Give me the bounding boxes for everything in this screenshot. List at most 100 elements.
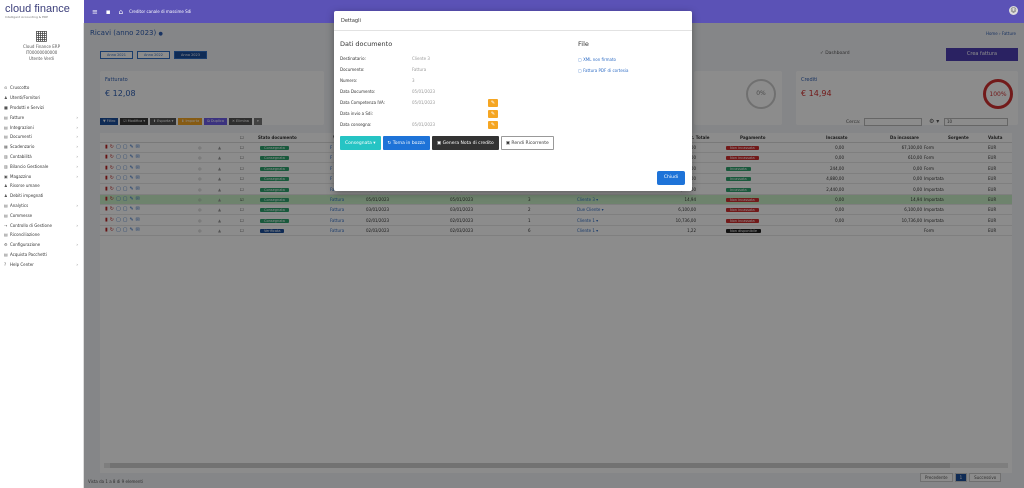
file-link-0[interactable]: ▢ XML non firmato (578, 57, 616, 62)
dialog-action-button-2[interactable]: ▣ Genera Nota di credito (431, 136, 499, 150)
header-checkbox[interactable]: ☐ (240, 135, 244, 140)
sidebar-item-18[interactable]: ? Help Center › (0, 259, 83, 269)
upload-icon[interactable]: ▲ (218, 176, 222, 182)
mail-icon[interactable]: ✉ (135, 206, 140, 213)
horizontal-scrollbar[interactable] (104, 463, 1008, 468)
chiudi-button[interactable]: Chiudi (657, 171, 685, 185)
sidebar-item-9[interactable]: ▣ Magazzino › (0, 171, 83, 181)
upload-icon[interactable]: ▲ (218, 186, 222, 192)
pdf-icon[interactable]: ▮ (105, 185, 108, 192)
refresh-icon[interactable]: ↻ (109, 144, 114, 150)
page-size-select[interactable]: 10 (944, 118, 1008, 126)
year-tab-0[interactable]: Anno 2021 (100, 51, 133, 59)
document-icon[interactable]: ▢ (115, 216, 121, 223)
upload-icon[interactable]: ▲ (218, 207, 222, 213)
client-link[interactable]: Cliente 1 ▾ (577, 228, 599, 234)
mail-icon[interactable]: ✉ (135, 196, 140, 202)
row-checkbox[interactable]: ☐ (240, 186, 244, 192)
breadcrumb-home[interactable]: Home (985, 31, 998, 36)
mail-icon[interactable]: ✉ (135, 164, 140, 171)
copy-icon[interactable]: ▢ (122, 175, 128, 182)
table-row[interactable]: ▮ ↻ ▢ ▢ ✎ ✉ ◎ ▲ ☑ Consegnata Fattura 05/01/2023 05/0… (100, 195, 1012, 205)
toolbar-button-3[interactable]: ⬇ Importa (178, 118, 203, 125)
sidebar-item-13[interactable]: ▤ Commesse (0, 210, 83, 220)
header-incassato[interactable]: Incassato (826, 135, 848, 140)
document-icon[interactable]: ▢ (115, 164, 121, 171)
upload-icon[interactable]: ▲ (218, 165, 222, 171)
toolbar-button-6[interactable]: ▾ (253, 118, 262, 125)
edit-date-button[interactable]: ✎ (488, 110, 498, 118)
pdf-icon[interactable]: ▮ (105, 216, 108, 223)
mail-icon[interactable]: ✉ (135, 216, 140, 223)
page-1-button[interactable]: 1 (954, 473, 968, 482)
view-icon[interactable]: ◎ (198, 165, 202, 171)
view-icon[interactable]: ◎ (198, 155, 202, 161)
view-icon[interactable]: ◎ (198, 186, 202, 192)
refresh-icon[interactable]: ↻ (109, 175, 114, 182)
row-checkbox[interactable]: ☐ (240, 165, 244, 171)
home-icon[interactable]: ⌂ (118, 7, 124, 16)
table-row[interactable]: ▮ ↻ ▢ ▢ ✎ ✉ ◎ ▲ ☐ Consegnata Fattura 03/01/2023 03/0… (100, 205, 1012, 216)
toolbar-button-4[interactable]: ⧉ Duplica (204, 118, 227, 125)
mail-icon[interactable]: ✉ (135, 144, 140, 150)
doc-type[interactable]: F (330, 176, 333, 182)
document-icon[interactable]: ▢ (115, 185, 121, 192)
toolbar-button-1[interactable]: ☑ Modifica ▾ (120, 118, 149, 125)
copy-icon[interactable]: ▢ (122, 144, 128, 150)
dialog-action-button-0[interactable]: Consegnata ▾ (340, 136, 381, 150)
file-link-1[interactable]: ▢ Fattura PDF di cortesia (578, 68, 628, 73)
sidebar-item-16[interactable]: ⚙ Configurazione › (0, 240, 83, 250)
edit-icon[interactable]: ✎ (129, 206, 134, 213)
doc-type[interactable]: Fattura (330, 228, 345, 234)
refresh-icon[interactable]: ↻ (109, 227, 114, 234)
doc-type[interactable]: Fattura (330, 207, 345, 213)
sidebar-item-1[interactable]: ♟ Utenti/Fornitori (0, 93, 83, 103)
edit-icon[interactable]: ✎ (129, 154, 134, 161)
pdf-icon[interactable]: ▮ (105, 227, 108, 234)
year-tab-1[interactable]: Anno 2022 (137, 51, 170, 59)
document-icon[interactable]: ▢ (115, 144, 121, 150)
upload-icon[interactable]: ▲ (218, 145, 222, 150)
pdf-icon[interactable]: ▮ (105, 144, 108, 150)
hamburger-menu-icon[interactable]: ≡ (92, 7, 98, 16)
copy-icon[interactable]: ▢ (122, 164, 128, 171)
refresh-icon[interactable]: ↻ (109, 154, 114, 161)
toolbar-button-2[interactable]: ⬆ Esporta ▾ (150, 118, 177, 125)
crea-fattura-button[interactable]: Crea fattura (946, 48, 1018, 61)
client-link[interactable]: Due Cliente ▾ (577, 207, 604, 213)
edit-date-button[interactable]: ✎ (488, 121, 498, 129)
scrollbar-thumb[interactable] (110, 463, 950, 468)
sidebar-item-8[interactable]: ▥ Bilancio Gestionale › (0, 161, 83, 171)
prev-page-button[interactable]: Precedente (920, 473, 953, 482)
document-icon[interactable]: ▢ (115, 154, 121, 161)
year-tab-2[interactable]: Anno 2023 (174, 51, 207, 59)
mail-icon[interactable]: ✉ (135, 227, 140, 234)
view-icon[interactable]: ◎ (198, 207, 202, 213)
sidebar-item-6[interactable]: ▦ Scadenzario › (0, 142, 83, 152)
document-icon[interactable]: ▢ (115, 227, 121, 234)
doc-type[interactable]: F (330, 155, 333, 161)
copy-icon[interactable]: ▢ (122, 185, 128, 192)
row-checkbox[interactable]: ☑ (240, 197, 244, 202)
gear-icon[interactable]: ⚙ ▾ (929, 118, 940, 125)
upload-icon[interactable]: ▲ (218, 217, 222, 223)
brand-logo[interactable]: cloud finance Intelligent Accounting & E… (0, 0, 84, 23)
sidebar-item-4[interactable]: ▤ Integrazioni › (0, 122, 83, 132)
dialog-action-button-3[interactable]: ▣ Rendi Ricorrente (500, 136, 554, 150)
help-icon[interactable]: ● (158, 31, 163, 37)
toolbar-button-0[interactable]: ▼ Filtro (100, 118, 119, 125)
toolbar-button-5[interactable]: ✕ Elimina (229, 118, 252, 125)
upload-icon[interactable]: ▲ (218, 228, 222, 234)
header-pagamento[interactable]: Pagamento (740, 135, 766, 140)
next-page-button[interactable]: Successivo (969, 473, 1002, 482)
view-icon[interactable]: ◎ (198, 176, 202, 182)
row-checkbox[interactable]: ☐ (240, 155, 244, 161)
row-checkbox[interactable]: ☐ (240, 176, 244, 182)
pdf-icon[interactable]: ▮ (105, 196, 108, 202)
sidebar-item-12[interactable]: ▤ Analytics › (0, 201, 83, 211)
upload-icon[interactable]: ▲ (218, 197, 222, 202)
view-icon[interactable]: ◎ (198, 228, 202, 234)
sidebar-item-3[interactable]: ▤ Fatture › (0, 112, 83, 122)
dialog-action-button-1[interactable]: ↻ Torna in bozza (382, 136, 430, 150)
mail-icon[interactable]: ✉ (135, 154, 140, 161)
